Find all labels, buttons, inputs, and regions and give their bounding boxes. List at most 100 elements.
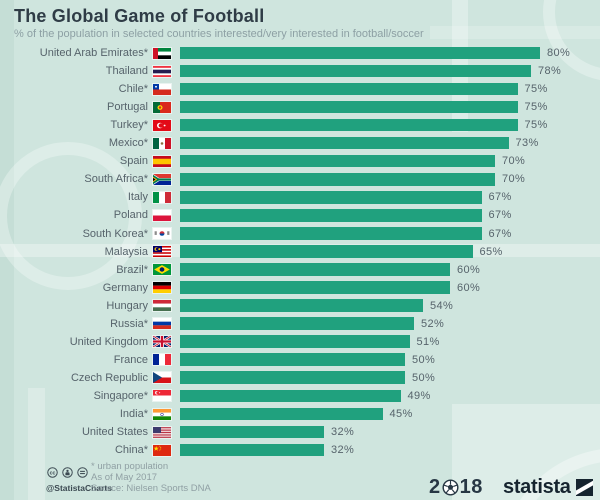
chart-row: Turkey* 75%	[0, 116, 600, 134]
chart-row: Spain 70%	[0, 152, 600, 170]
chart-row: China* 32%	[0, 441, 600, 459]
country-label: Spain	[119, 155, 148, 168]
value-bar	[180, 82, 518, 96]
flag-in-icon	[153, 408, 171, 420]
value-bar	[180, 64, 531, 78]
value-label: 52%	[421, 317, 445, 330]
value-label: 70%	[502, 155, 526, 168]
country-label: Malaysia	[104, 245, 148, 258]
page-title: The Global Game of Football	[14, 6, 265, 26]
flag-pl-icon	[153, 209, 171, 221]
flag-us-icon	[153, 426, 171, 438]
value-bar	[180, 263, 450, 276]
country-label: Russia*	[110, 317, 148, 330]
country-label: South Africa*	[84, 173, 148, 186]
statista-wordmark: statista	[503, 476, 571, 498]
cc-icon: cc	[47, 467, 58, 478]
chart-row: United States 32%	[0, 423, 600, 441]
flag-hu-icon	[153, 300, 171, 312]
value-bar	[180, 136, 509, 150]
value-bar	[180, 317, 414, 330]
statista-charts-handle: @StatistaCharts	[46, 483, 112, 493]
value-bar	[180, 172, 495, 186]
flag-tr-icon	[153, 119, 171, 131]
value-label: 51%	[416, 335, 440, 348]
flag-es-icon	[153, 155, 171, 167]
chart-row: South Africa* 70%	[0, 170, 600, 188]
value-label: 67%	[488, 209, 512, 222]
country-label: Germany	[102, 281, 148, 294]
value-label: 50%	[412, 371, 436, 384]
chart-row: Russia* 52%	[0, 315, 600, 333]
country-label: Thailand	[105, 65, 148, 78]
flag-ru-icon	[153, 318, 171, 330]
value-bar	[180, 245, 473, 258]
value-label: 73%	[515, 137, 539, 150]
year-suffix: 18	[459, 476, 483, 498]
country-label: United Kingdom	[69, 335, 148, 348]
chart-row: Hungary 54%	[0, 297, 600, 315]
flag-th-icon	[153, 65, 171, 77]
chart-row: Italy 67%	[0, 188, 600, 206]
chart-row: France 50%	[0, 351, 600, 369]
footnote-source: Source: Nielsen Sports DNA	[91, 483, 211, 494]
footnote-date: As of May 2017	[91, 472, 158, 483]
attribution-icon	[62, 467, 73, 478]
country-label: South Korea*	[82, 227, 148, 240]
chart-row: Germany 60%	[0, 279, 600, 297]
value-bar	[180, 371, 405, 385]
chart-row: Brazil* 60%	[0, 261, 600, 279]
footnote-urban: * urban population	[91, 461, 169, 472]
flag-cz-icon	[153, 372, 171, 384]
country-label: United Arab Emirates*	[39, 47, 148, 59]
value-bar	[180, 425, 324, 439]
country-label: Hungary	[106, 299, 148, 312]
country-label: Singapore*	[93, 389, 148, 402]
value-label: 75%	[524, 119, 548, 132]
country-label: China*	[114, 444, 148, 457]
country-label: Poland	[113, 209, 148, 222]
value-label: 49%	[407, 389, 431, 402]
value-label: 50%	[412, 353, 436, 366]
flag-gb-icon	[153, 336, 171, 348]
flag-ae-icon	[153, 47, 171, 59]
statista-logo-mark-icon	[575, 479, 593, 496]
value-bar	[180, 443, 324, 457]
chart-row: Poland 67%	[0, 206, 600, 224]
svg-text:cc: cc	[50, 470, 56, 476]
flag-kr-icon	[153, 228, 171, 239]
value-bar	[180, 353, 405, 367]
chart-row: United Kingdom 51%	[0, 333, 600, 351]
value-label: 32%	[331, 426, 355, 439]
value-bar	[180, 46, 540, 60]
value-bar	[180, 389, 401, 403]
value-bar	[180, 299, 423, 312]
value-label: 75%	[524, 83, 548, 96]
chart-row: Malaysia 65%	[0, 243, 600, 261]
value-bar	[180, 118, 518, 132]
country-label: Czech Republic	[70, 371, 148, 384]
value-label: 78%	[538, 65, 562, 78]
country-label: India*	[119, 408, 148, 420]
chart-row: India* 45%	[0, 405, 600, 423]
country-label: France	[113, 353, 148, 366]
flag-sg-icon	[153, 390, 171, 402]
value-label: 80%	[547, 47, 571, 59]
flag-fr-icon	[153, 354, 171, 366]
value-label: 65%	[479, 245, 503, 258]
value-label: 75%	[524, 101, 548, 114]
value-label: 45%	[389, 408, 413, 420]
football-icon	[442, 479, 459, 496]
country-label: Brazil*	[116, 263, 148, 276]
chart-row: Thailand 78%	[0, 62, 600, 80]
flag-my-icon	[153, 246, 171, 258]
value-label: 60%	[457, 263, 481, 276]
chart-row: Singapore* 49%	[0, 387, 600, 405]
chart-row: Chile* 75%	[0, 80, 600, 98]
flag-cn-icon	[153, 444, 171, 456]
value-bar	[180, 209, 482, 222]
value-label: 67%	[488, 227, 512, 240]
value-label: 70%	[502, 173, 526, 186]
